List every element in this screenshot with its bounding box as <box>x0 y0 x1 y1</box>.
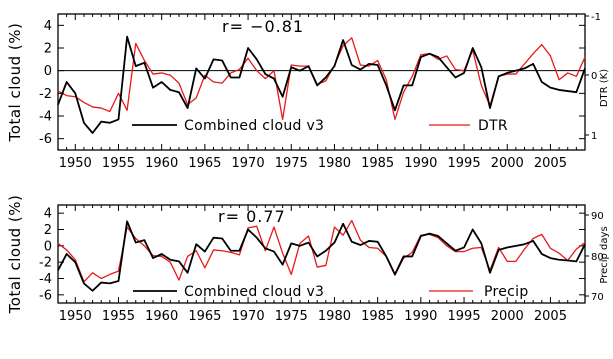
correlation-annotation: r= 0.77 <box>218 207 286 226</box>
x-tick-label: 1980 <box>318 156 351 171</box>
x-tick-label: 1965 <box>188 309 221 324</box>
legend: Combined cloud v3 DTR <box>132 118 508 134</box>
x-tick-label: 2000 <box>491 156 524 171</box>
x-tick-label: 1995 <box>448 156 481 171</box>
x-tick-label: 1965 <box>188 156 221 171</box>
x-tick-label: 1955 <box>102 156 135 171</box>
chart-panel-2: -6-4-2 024 1950 1955 1960 1965 1970 1975 1980 198… <box>6 195 610 324</box>
x-tick-label: 1990 <box>404 309 437 324</box>
x-tick-label: 1985 <box>361 309 394 324</box>
right-tick-label: 70 <box>591 292 604 303</box>
y-tick-label: 0 <box>44 239 52 254</box>
y-tick-label: -2 <box>39 87 52 102</box>
y-tick-label: -4 <box>39 110 52 125</box>
y-tick-label: -2 <box>39 256 52 271</box>
x-tick-label: 1955 <box>102 309 135 324</box>
right-tick-label: 1 <box>591 131 597 142</box>
plot-frame <box>57 13 586 151</box>
x-tick-label: 1985 <box>361 156 394 171</box>
x-tick-label: 1990 <box>404 156 437 171</box>
y-tick-label: 2 <box>44 42 52 57</box>
y-tick-label: 2 <box>44 223 52 238</box>
plot-frame <box>57 204 586 304</box>
x-tick-label: 2000 <box>491 309 524 324</box>
right-tick-label: 0 <box>591 71 597 82</box>
series-line-cloud <box>57 220 586 292</box>
series-line-red <box>57 37 586 121</box>
legend-label-cloud: Combined cloud v3 <box>184 118 324 134</box>
x-tick-label: 1970 <box>232 309 265 324</box>
x-tick-label: 1950 <box>59 309 92 324</box>
y-tick-label: -4 <box>39 272 52 287</box>
x-tick-label: 1975 <box>275 156 308 171</box>
y-tick-label: -6 <box>39 132 52 147</box>
x-tick-label: 2005 <box>534 309 567 324</box>
y-tick-label: 0 <box>44 64 52 79</box>
y-axis-label-left: Total cloud (%) <box>6 195 24 315</box>
x-tick-label: 1975 <box>275 309 308 324</box>
y-axis-label-left: Total cloud (%) <box>6 23 24 143</box>
chart-panel-1: -6 -4 -2 0 2 4 1950 1955 1960 1965 1970 1975 1980 198… <box>6 12 610 171</box>
correlation-annotation: r= −0.81 <box>222 17 304 36</box>
legend-label-red: Precip <box>484 284 529 300</box>
series-line-red <box>57 219 586 283</box>
y-tick-label: -6 <box>39 288 52 303</box>
y-tick-label: 4 <box>44 19 52 34</box>
legend: Combined cloud v3 Precip <box>133 284 529 300</box>
y-axis-label-right: DTR (K) <box>599 69 610 107</box>
x-tick-label: 2005 <box>534 156 567 171</box>
series-line-cloud <box>57 35 586 134</box>
x-tick-label: 1960 <box>145 156 178 171</box>
right-tick-label: 80 <box>591 252 604 263</box>
x-tick-label: 1970 <box>232 156 265 171</box>
y-tick-label: 4 <box>44 207 52 222</box>
x-tick-label: 1950 <box>59 156 92 171</box>
x-tick-label: 1980 <box>318 309 351 324</box>
legend-label-red: DTR <box>478 118 508 134</box>
legend-label-cloud: Combined cloud v3 <box>184 284 324 300</box>
y-axis-label-right: Precip days <box>599 226 610 283</box>
x-tick-label: 1995 <box>448 309 481 324</box>
x-tick-label: 1960 <box>145 309 178 324</box>
right-tick-label: -1 <box>591 12 601 23</box>
right-tick-label: 90 <box>591 211 604 222</box>
